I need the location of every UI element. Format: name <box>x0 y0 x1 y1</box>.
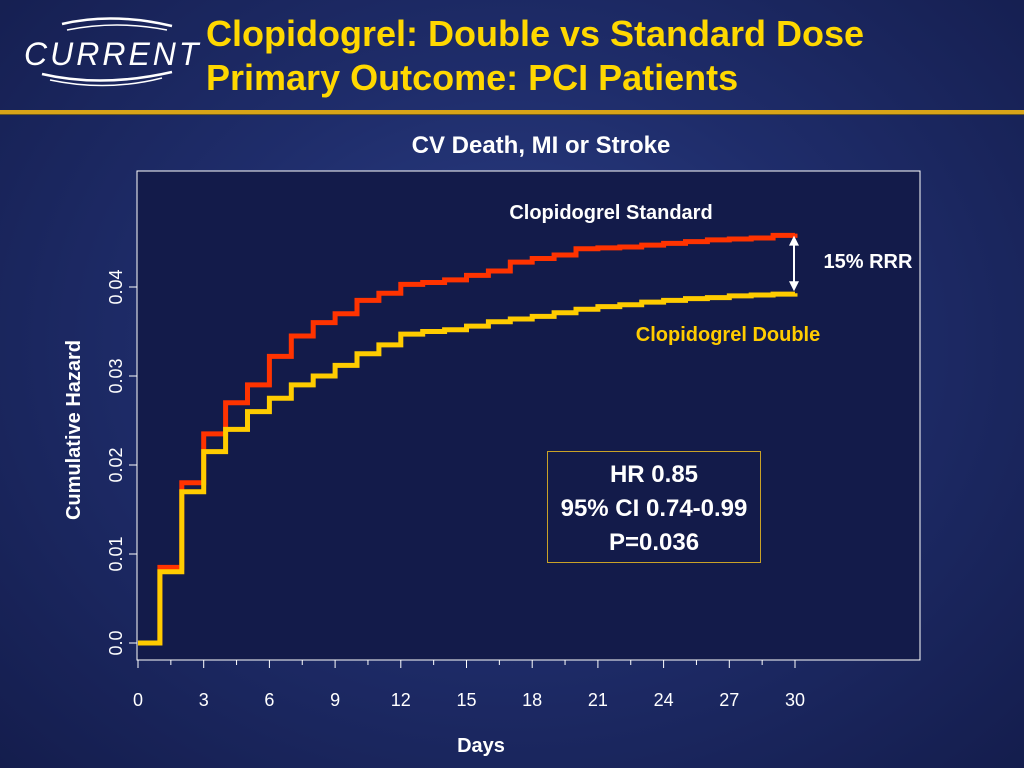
series-double-line <box>138 291 798 646</box>
label-standard: Clopidogrel Standard <box>509 202 712 224</box>
slide-title-line1: Clopidogrel: Double vs Standard Dose <box>206 13 865 54</box>
x-tick-label-21: 21 <box>588 690 608 710</box>
label-double: Clopidogrel Double <box>636 324 820 346</box>
stats-hr: HR 0.85 <box>609 461 699 488</box>
chart-title: CV Death, MI or Stroke <box>411 132 671 159</box>
y-tick-label-0.03: 0.03 <box>106 358 126 393</box>
logo-text: CURRENT <box>24 36 202 72</box>
x-tick-label-27: 27 <box>719 690 739 710</box>
rrr-label: 15% RRR <box>824 251 913 273</box>
x-tick-label-18: 18 <box>522 690 542 710</box>
slide-title: Clopidogrel: Double vs Standard Dose Pri… <box>206 12 864 100</box>
x-tick-label-15: 15 <box>456 690 476 710</box>
x-tick-label-24: 24 <box>654 690 674 710</box>
slide-header: CURRENT Clopidogrel: Double vs Standard … <box>0 0 1024 115</box>
y-tick-label-0.0: 0.0 <box>106 630 126 655</box>
current-logo: CURRENT <box>22 14 198 94</box>
x-tick-label-12: 12 <box>391 690 411 710</box>
y-tick-label-0.01: 0.01 <box>106 536 126 571</box>
y-axis-label: Cumulative Hazard <box>63 340 85 520</box>
y-tick-label-0.04: 0.04 <box>106 269 126 304</box>
series-standard-line <box>138 232 798 646</box>
logo-swoosh-icon <box>41 17 173 87</box>
x-tick-label-6: 6 <box>264 690 274 710</box>
stats-box: HR 0.85 95% CI 0.74-0.99 P=0.036 <box>547 451 761 563</box>
y-tick-label-0.02: 0.02 <box>106 447 126 482</box>
x-axis-label: Days <box>457 735 505 757</box>
x-tick-label-9: 9 <box>330 690 340 710</box>
header-divider-shadow <box>0 114 1024 115</box>
x-tick-label-0: 0 <box>133 690 143 710</box>
plot-area <box>136 170 921 661</box>
header-divider <box>0 110 1024 114</box>
arrow-up-icon <box>789 235 799 246</box>
arrow-down-icon <box>789 281 799 292</box>
stats-ci: 95% CI 0.74-0.99 <box>560 495 748 522</box>
slide-title-line2: Primary Outcome: PCI Patients <box>206 57 739 98</box>
x-tick-label-3: 3 <box>199 690 209 710</box>
stats-p: P=0.036 <box>608 529 700 556</box>
x-tick-label-30: 30 <box>785 690 805 710</box>
